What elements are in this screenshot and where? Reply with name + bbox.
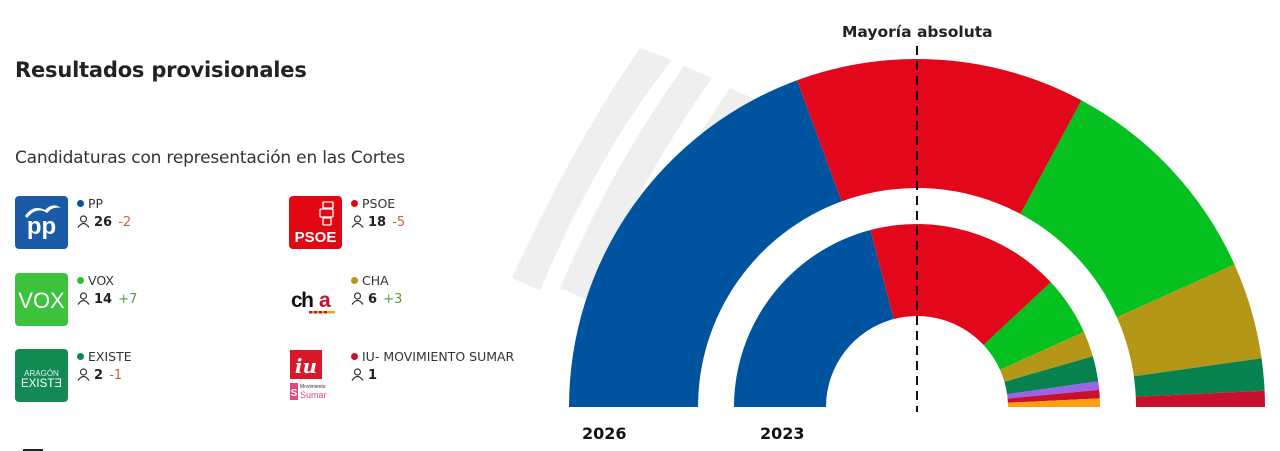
- party-seats: 26 -2: [77, 215, 131, 232]
- bottom-divider: [23, 449, 43, 451]
- party-seats: 1: [351, 368, 377, 385]
- party-seats: 14 +7: [77, 292, 137, 309]
- pp-logo: pp: [15, 196, 68, 249]
- page-subtitle: Candidaturas con representación en las C…: [15, 148, 405, 168]
- seat-delta: -1: [109, 368, 123, 383]
- person-icon: [351, 368, 364, 385]
- seat-segment-iu[interactable]: [1007, 389, 1100, 403]
- svg-text:Sumar: Sumar: [300, 390, 327, 400]
- party-color-dot: [351, 277, 358, 284]
- seat-delta: +7: [118, 292, 138, 307]
- party-card-psoe[interactable]: PSOE PSOE 18 -5: [289, 196, 549, 252]
- majority-label: Mayoría absoluta: [842, 23, 993, 41]
- party-card-existe[interactable]: ARAGÓN EXISTƎ EXISTE 2 -1: [15, 349, 275, 405]
- party-seats: 6 +3: [351, 292, 402, 309]
- party-name: IU- MOVIMIENTO SUMAR: [351, 349, 514, 364]
- svg-text:pp: pp: [27, 213, 56, 240]
- year-label-2023: 2023: [760, 424, 805, 443]
- svg-text:S: S: [291, 388, 298, 399]
- existe-logo: ARAGÓN EXISTƎ: [15, 349, 68, 402]
- person-icon: [77, 292, 90, 309]
- party-color-dot: [77, 200, 84, 207]
- svg-text:ARAGÓN: ARAGÓN: [24, 369, 59, 378]
- party-name: PP: [77, 196, 103, 211]
- svg-text:Movimiento: Movimiento: [300, 384, 326, 390]
- seat-segment-existe[interactable]: [1004, 356, 1099, 395]
- vox-logo: VOX: [15, 273, 68, 326]
- seat-delta: +3: [383, 292, 403, 307]
- seat-delta: -5: [392, 215, 406, 230]
- person-icon: [77, 215, 90, 232]
- seat-segment-existe[interactable]: [1133, 358, 1265, 397]
- party-color-dot: [77, 277, 84, 284]
- svg-text:PSOE: PSOE: [295, 229, 337, 246]
- ring-2023: [733, 224, 1100, 407]
- party-name: PSOE: [351, 196, 395, 211]
- party-seats: 2 -1: [77, 368, 122, 385]
- party-card-vox[interactable]: VOX VOX 14 +7: [15, 273, 275, 329]
- year-label-2026: 2026: [582, 424, 627, 443]
- seat-segment-pp[interactable]: [733, 230, 894, 407]
- seat-segment-podemos[interactable]: [1007, 381, 1100, 399]
- party-seats: 18 -5: [351, 215, 405, 232]
- svg-text:ch: ch: [291, 289, 313, 312]
- person-icon: [77, 368, 90, 385]
- seat-segment-pp[interactable]: [569, 80, 842, 407]
- party-color-dot: [351, 200, 358, 207]
- psoe-logo: PSOE: [289, 196, 342, 249]
- seat-segment-vox[interactable]: [983, 282, 1084, 370]
- svg-text:EXISTƎ: EXISTƎ: [21, 378, 62, 390]
- person-icon: [351, 215, 364, 232]
- party-card-iu-movimiento-sumar[interactable]: iu S Movimiento Sumar IU- MOVIMIENTO SUM…: [289, 349, 549, 405]
- seat-segment-otros[interactable]: [1007, 398, 1100, 407]
- person-icon: [351, 292, 364, 309]
- seat-segment-psoe[interactable]: [797, 58, 1082, 215]
- iu-sumar-logo: iu S Movimiento Sumar: [289, 349, 342, 402]
- ring-2026: [569, 58, 1265, 407]
- page-title: Resultados provisionales: [15, 58, 307, 82]
- seat-segment-psoe[interactable]: [870, 224, 1051, 345]
- cha-logo: ch a: [289, 273, 342, 326]
- svg-text:VOX: VOX: [18, 288, 65, 313]
- svg-text:iu: iu: [295, 354, 317, 378]
- seat-segment-iu-movimiento-sumar[interactable]: [1135, 390, 1265, 407]
- svg-text:a: a: [319, 289, 331, 312]
- party-color-dot: [77, 353, 84, 360]
- seat-segment-cha[interactable]: [1000, 332, 1093, 382]
- seat-delta: -2: [118, 215, 132, 230]
- seat-segment-cha[interactable]: [1116, 264, 1262, 377]
- party-card-pp[interactable]: pp PP 26 -2: [15, 196, 275, 252]
- party-name: CHA: [351, 273, 389, 288]
- party-name: VOX: [77, 273, 114, 288]
- seat-segment-vox[interactable]: [1020, 100, 1235, 318]
- party-color-dot: [351, 353, 358, 360]
- party-name: EXISTE: [77, 349, 132, 364]
- party-card-cha[interactable]: ch a CHA 6 +3: [289, 273, 549, 329]
